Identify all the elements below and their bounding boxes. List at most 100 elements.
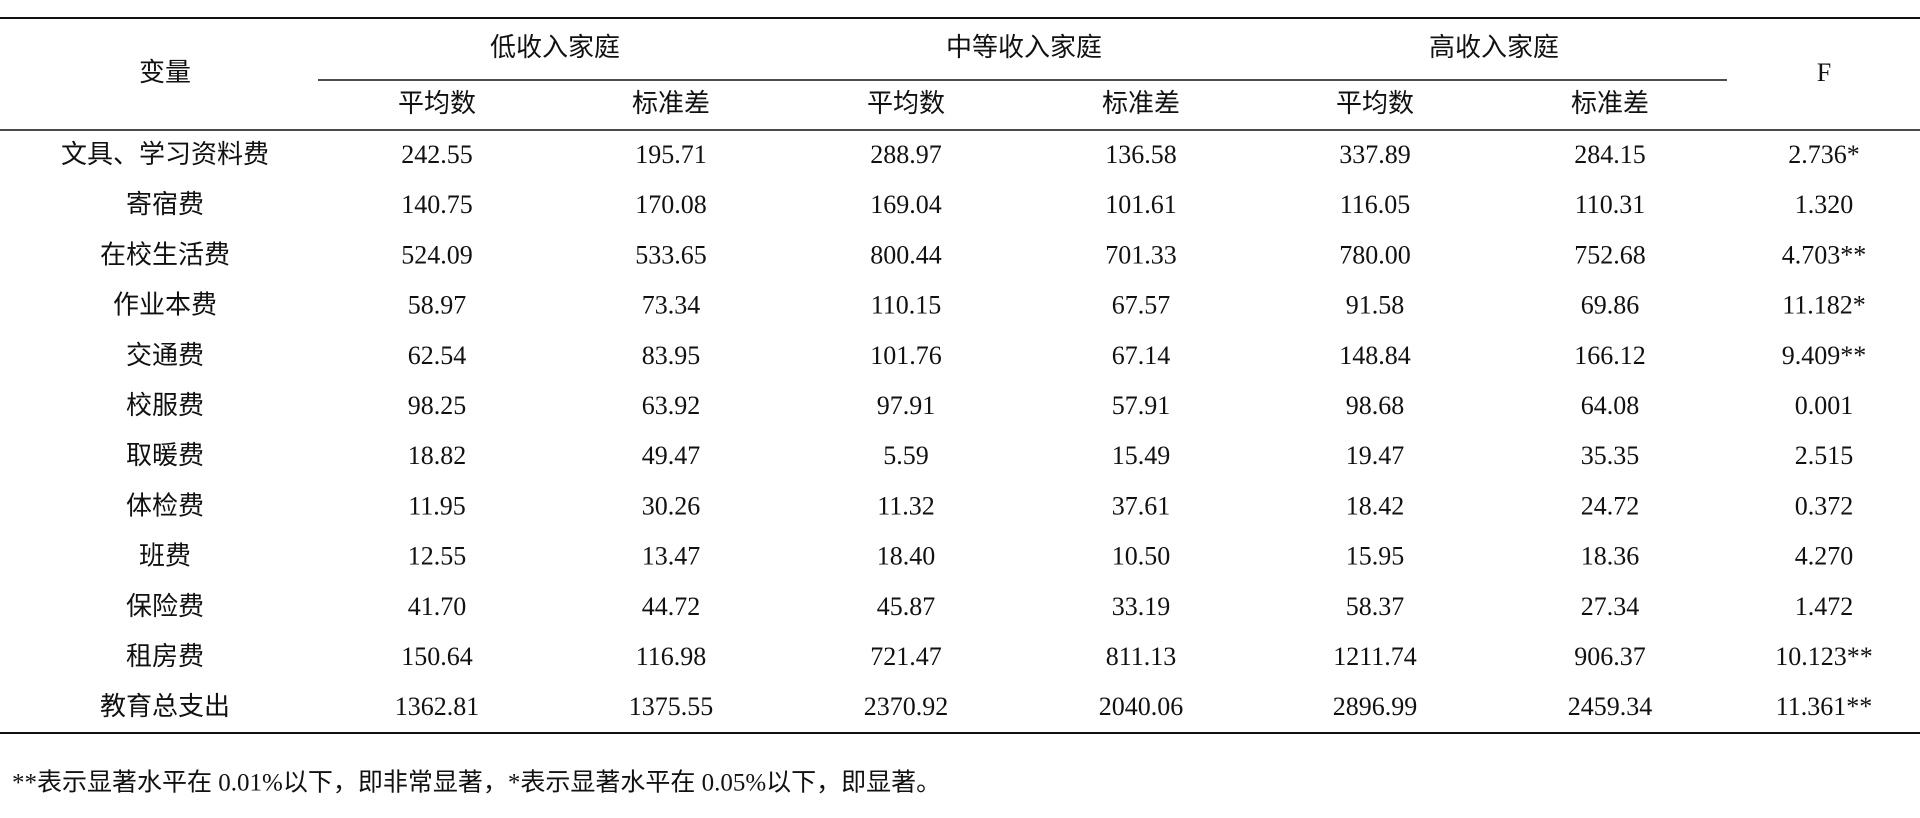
cell: 0.001 — [1795, 391, 1854, 420]
cell: 2040.06 — [1099, 692, 1184, 721]
cell: 906.37 — [1574, 642, 1646, 671]
row-label: 体检费 — [126, 491, 204, 520]
cell: 242.55 — [401, 140, 473, 169]
cell: 9.409** — [1782, 341, 1867, 370]
cell: 27.34 — [1581, 592, 1640, 621]
cell: 2459.34 — [1568, 692, 1653, 721]
cell: 110.15 — [871, 291, 942, 320]
cell: 35.35 — [1581, 441, 1640, 470]
cell: 30.26 — [642, 491, 701, 520]
cell: 11.182* — [1782, 291, 1866, 320]
cell: 166.12 — [1574, 341, 1646, 370]
cell: 4.703** — [1782, 240, 1867, 269]
cell: 811.13 — [1106, 642, 1177, 671]
cell: 150.64 — [401, 642, 473, 671]
footnote: **表示显著水平在 0.01%以下，即非常显著，*表示显著水平在 0.05%以下… — [12, 769, 941, 797]
cell: 2.515 — [1795, 441, 1854, 470]
cell: 800.44 — [870, 240, 942, 269]
cell: 288.97 — [870, 140, 942, 169]
cell: 57.91 — [1112, 391, 1171, 420]
cell: 524.09 — [401, 240, 473, 269]
cell: 18.42 — [1346, 491, 1405, 520]
sub-header: 平均数 — [398, 89, 476, 118]
cell: 12.55 — [408, 542, 467, 571]
cell: 0.372 — [1795, 491, 1854, 520]
cell: 15.49 — [1112, 441, 1171, 470]
cell: 73.34 — [642, 291, 701, 320]
row-label: 文具、学习资料费 — [61, 140, 269, 169]
cell: 116.05 — [1340, 190, 1411, 219]
cell: 1375.55 — [629, 692, 714, 721]
cell: 11.95 — [408, 491, 466, 520]
sub-header: 标准差 — [632, 89, 710, 118]
cell: 58.37 — [1346, 592, 1405, 621]
row-label: 取暖费 — [126, 441, 204, 470]
cell: 1211.74 — [1333, 642, 1417, 671]
cell: 44.72 — [642, 592, 701, 621]
cell: 98.68 — [1346, 391, 1405, 420]
cell: 170.08 — [635, 190, 707, 219]
row-label: 作业本费 — [113, 291, 217, 320]
cell: 83.95 — [642, 341, 701, 370]
cell: 63.92 — [642, 391, 701, 420]
cell: 5.59 — [883, 441, 929, 470]
row-label: 保险费 — [126, 592, 204, 621]
cell: 101.76 — [870, 341, 942, 370]
group-header: 中等收入家庭 — [946, 33, 1102, 62]
sub-header: 平均数 — [1336, 89, 1414, 118]
cell: 1362.81 — [395, 692, 480, 721]
cell: 67.14 — [1112, 341, 1171, 370]
cell: 1.320 — [1795, 190, 1854, 219]
cell: 19.47 — [1346, 441, 1405, 470]
cell: 91.58 — [1346, 291, 1405, 320]
cell: 49.47 — [642, 441, 701, 470]
cell: 18.40 — [877, 542, 936, 571]
cell: 33.19 — [1112, 592, 1171, 621]
group-header: 低收入家庭 — [490, 33, 620, 62]
cell: 148.84 — [1339, 341, 1411, 370]
row-label: 交通费 — [126, 341, 204, 370]
cell: 701.33 — [1105, 240, 1177, 269]
cell: 10.123** — [1775, 642, 1873, 671]
cell: 18.36 — [1581, 542, 1640, 571]
cell: 195.71 — [635, 140, 707, 169]
cell: 337.89 — [1339, 140, 1411, 169]
cell: 4.270 — [1795, 542, 1854, 571]
sub-header: 平均数 — [867, 89, 945, 118]
cell: 15.95 — [1346, 542, 1405, 571]
cell: 37.61 — [1112, 491, 1171, 520]
row-label: 寄宿费 — [126, 190, 204, 219]
cell: 11.32 — [877, 491, 935, 520]
cell: 24.72 — [1581, 491, 1640, 520]
group-header: 高收入家庭 — [1429, 33, 1559, 62]
row-label: 租房费 — [126, 642, 204, 671]
cell: 97.91 — [877, 391, 936, 420]
cell: 41.70 — [408, 592, 467, 621]
cell: 140.75 — [401, 190, 473, 219]
cell: 284.15 — [1574, 140, 1646, 169]
cell: 18.82 — [408, 441, 467, 470]
cell: 67.57 — [1112, 291, 1171, 320]
cell: 11.361** — [1776, 692, 1873, 721]
cell: 136.58 — [1105, 140, 1177, 169]
cell: 780.00 — [1339, 240, 1411, 269]
cell: 64.08 — [1581, 391, 1640, 420]
row-label: 在校生活费 — [100, 240, 230, 269]
row-label: 校服费 — [126, 391, 204, 420]
cell: 98.25 — [408, 391, 467, 420]
cell: 1.472 — [1795, 592, 1854, 621]
cell: 58.97 — [408, 291, 467, 320]
cell: 110.31 — [1575, 190, 1646, 219]
cell: 752.68 — [1574, 240, 1646, 269]
header-variable: 变量 — [139, 58, 191, 87]
cell: 101.61 — [1105, 190, 1177, 219]
sub-header: 标准差 — [1102, 89, 1180, 118]
cell: 69.86 — [1581, 291, 1640, 320]
cell: 169.04 — [870, 190, 942, 219]
cell: 2896.99 — [1333, 692, 1418, 721]
cell: 721.47 — [870, 642, 942, 671]
cell: 10.50 — [1112, 542, 1171, 571]
cell: 2370.92 — [864, 692, 949, 721]
cell: 2.736* — [1788, 140, 1860, 169]
